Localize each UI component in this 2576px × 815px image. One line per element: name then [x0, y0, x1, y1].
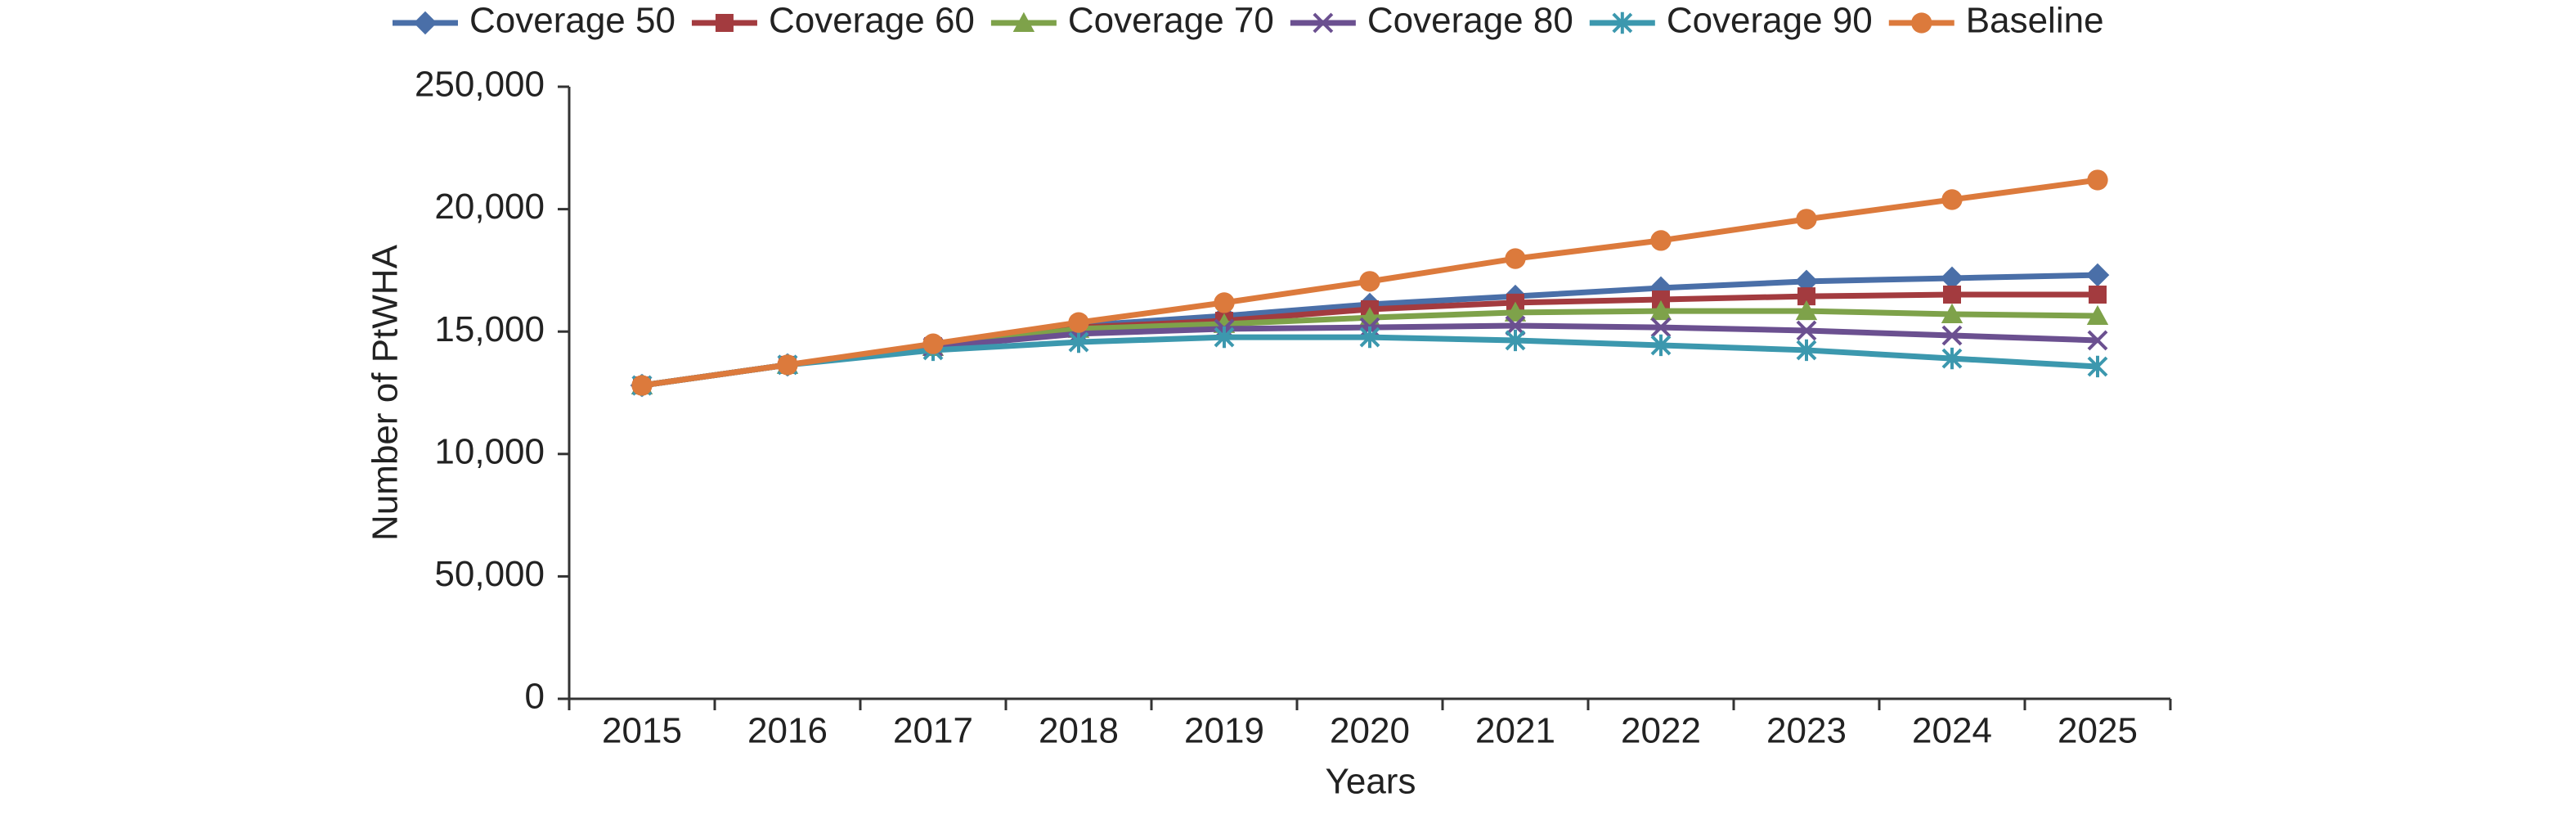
y-tick-label: 15,000	[434, 309, 545, 349]
marker	[1359, 271, 1380, 292]
marker	[1612, 11, 1633, 34]
marker	[715, 14, 734, 32]
legend-label: Coverage 80	[1367, 1, 1573, 41]
marker	[1941, 303, 1963, 323]
marker	[2086, 304, 2109, 326]
x-tick-label: 2022	[1621, 711, 1701, 751]
marker	[1940, 266, 1964, 290]
x-tick-label: 2023	[1766, 711, 1847, 751]
marker	[2087, 169, 2108, 191]
legend-label: Coverage 50	[469, 1, 675, 41]
marker	[1941, 325, 1963, 346]
marker	[1794, 269, 1819, 294]
marker	[1796, 209, 1817, 230]
series	[631, 169, 2108, 396]
marker	[2089, 286, 2107, 304]
legend-label: Coverage 90	[1667, 1, 1873, 41]
x-tick-label: 2025	[2058, 711, 2138, 751]
marker	[1505, 248, 1526, 269]
marker	[1796, 339, 1817, 362]
marker	[1652, 290, 1670, 309]
marker	[1941, 189, 1963, 210]
marker	[2087, 355, 2108, 378]
y-tick-label: 250,000	[415, 65, 545, 105]
marker	[1313, 12, 1334, 34]
x-axis-label: Years	[1326, 762, 1416, 802]
x-tick-label: 2017	[893, 711, 973, 751]
x-tick-label: 2016	[747, 711, 828, 751]
y-tick-label: 50,000	[434, 554, 545, 594]
marker	[1504, 301, 1527, 322]
marker	[777, 354, 798, 376]
marker	[1505, 315, 1526, 336]
marker	[1214, 326, 1235, 349]
marker	[1214, 292, 1235, 313]
x-tick-label: 2020	[1330, 711, 1410, 751]
marker	[1650, 317, 1672, 338]
y-tick-label: 10,000	[434, 431, 545, 471]
legend-label: Coverage 60	[769, 1, 975, 41]
marker	[1796, 320, 1817, 341]
x-tick-label: 2019	[1184, 711, 1264, 751]
marker	[1941, 347, 1963, 370]
x-tick-label: 2018	[1039, 711, 1119, 751]
marker	[1068, 312, 1089, 333]
marker	[1797, 287, 1815, 306]
marker	[1795, 299, 1818, 321]
marker	[2085, 263, 2110, 287]
marker	[1911, 12, 1932, 34]
marker	[1068, 331, 1089, 353]
x-tick-label: 2021	[1475, 711, 1555, 751]
marker	[1649, 299, 1672, 321]
marker	[1359, 326, 1380, 349]
marker	[413, 11, 438, 35]
y-tick-label: 0	[525, 677, 545, 717]
legend-label: Coverage 70	[1068, 1, 1274, 41]
legend-label: Baseline	[1966, 1, 2104, 41]
marker	[2087, 330, 2108, 351]
marker	[1650, 230, 1672, 251]
marker	[1650, 334, 1672, 357]
x-tick-label: 2024	[1912, 711, 1992, 751]
marker	[631, 375, 653, 396]
marker	[1943, 286, 1961, 304]
marker	[922, 333, 944, 354]
x-tick-label: 2015	[602, 711, 682, 751]
marker	[1505, 329, 1526, 352]
series	[631, 326, 2108, 397]
y-axis-label: Number of PtWHA	[366, 244, 406, 541]
marker	[1012, 11, 1035, 33]
y-tick-label: 20,000	[434, 187, 545, 227]
